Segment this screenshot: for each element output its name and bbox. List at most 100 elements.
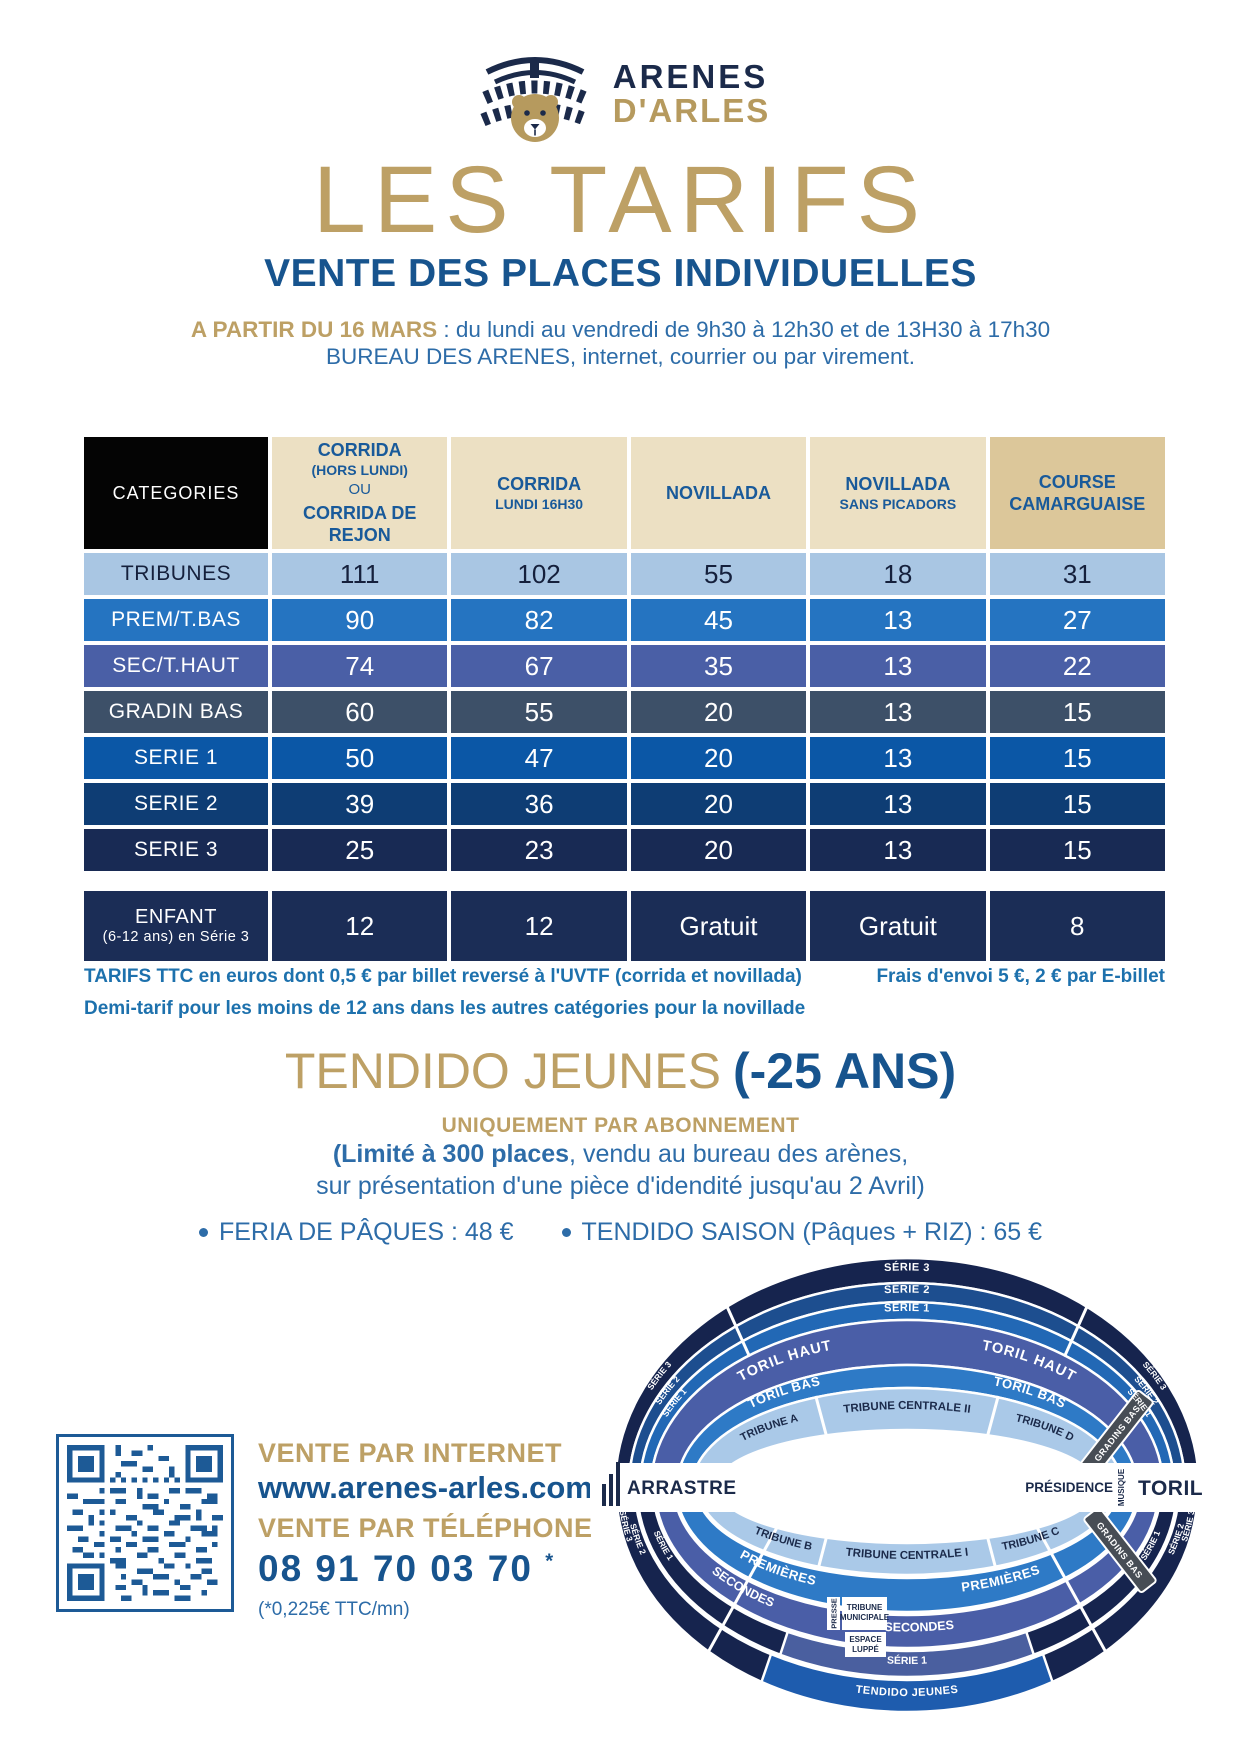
tendido-price-saison-label: TENDIDO SAISON (Pâques + RIZ) : 65 € xyxy=(581,1218,1043,1246)
price-cell: 8 xyxy=(989,891,1165,961)
logo-name-top: ARENES xyxy=(612,58,769,96)
phone-number: 08 91 70 03 70 * xyxy=(258,1548,555,1590)
price-cell: 36 xyxy=(451,783,627,825)
tendido-title: TENDIDO JEUNES (-25 ANS) xyxy=(0,1042,1241,1100)
map-central-band xyxy=(590,1463,1210,1512)
tendido-subtitle: UNIQUEMENT PAR ABONNEMENT xyxy=(441,1114,800,1137)
serie3-top-label: SÉRIE 3 xyxy=(884,1261,930,1275)
price-cell: 102 xyxy=(451,553,627,595)
col-header-line: NOVILLADA xyxy=(665,482,771,503)
notes-row: TARIFS TTC en euros dont 0,5 € par bille… xyxy=(84,966,1165,988)
tendido-price-paques-label: FERIA DE PÂQUES : 48 € xyxy=(218,1218,514,1246)
price-cell: 55 xyxy=(630,553,807,595)
price-cell: 90 xyxy=(272,599,448,641)
tendido-jeunes-label: TENDIDO JEUNES xyxy=(855,1684,959,1699)
price-table: CATEGORIES CORRIDA (HORS LUNDI) OU CORRI… xyxy=(84,437,1165,961)
price-cell: 13 xyxy=(810,783,986,825)
tendido-title-age: (-25 ANS) xyxy=(733,1043,957,1099)
phone-sales-label: VENTE PAR TÉLÉPHONE xyxy=(258,1513,593,1543)
tribune-municipale-label-1: TRIBUNE xyxy=(847,1603,883,1612)
presse-box: PRESSE xyxy=(827,1597,840,1630)
serie1-bottom-label: SÉRIE 1 xyxy=(887,1654,928,1667)
row-label-sec-t-haut: SEC/T.HAUT xyxy=(84,645,268,687)
tendido-conditions-line2: sur présentation d'une pièce d'idendité … xyxy=(316,1172,925,1200)
row-label-enfant-main: ENFANT xyxy=(135,906,217,929)
col-header-line: OU xyxy=(348,481,371,499)
map-tendido-jeunes-sector xyxy=(759,1652,1055,1714)
price-cell: 13 xyxy=(810,599,986,641)
map-serie1-bottom-sector xyxy=(778,1630,1036,1679)
price-cell: 50 xyxy=(272,737,448,779)
logo-name-bottom: D'ARLES xyxy=(612,92,771,129)
table-spacer xyxy=(84,875,1165,887)
schedule-hours: du lundi au vendredi de 9h30 à 12h30 et … xyxy=(455,317,1051,342)
price-cell: 25 xyxy=(272,829,448,871)
arena-map-svg: GRADINS BAS GRADINS BAS ARRASTRE PRÉSIDE… xyxy=(590,1256,1210,1714)
logo-wordmark: ARENES D'ARLES xyxy=(613,60,771,127)
col-header-line: CAMARGUAISE xyxy=(1009,494,1146,514)
row-label-serie-1: SERIE 1 xyxy=(84,737,268,779)
price-cell: Gratuit xyxy=(810,891,986,961)
price-cell: 18 xyxy=(810,553,986,595)
note-ttc: TARIFS TTC en euros dont 0,5 € par bille… xyxy=(84,966,802,987)
price-cell: 39 xyxy=(272,783,448,825)
phone-rate-note: (*0,225€ TTC/mn) xyxy=(258,1599,410,1620)
price-cell: 111 xyxy=(272,553,448,595)
price-cell: 47 xyxy=(451,737,627,779)
sales-schedule: A PARTIR DU 16 MARS : du lundi au vendre… xyxy=(0,316,1241,371)
bullet-icon xyxy=(561,1228,571,1237)
price-cell: 12 xyxy=(451,891,627,961)
arena-seating-map: GRADINS BAS GRADINS BAS ARRASTRE PRÉSIDE… xyxy=(590,1256,1210,1714)
website-link[interactable]: www.arenes-arles.com xyxy=(258,1470,593,1505)
price-cell: 31 xyxy=(989,553,1165,595)
price-cell: 20 xyxy=(630,829,807,871)
col-header-corrida-lundi: CORRIDA LUNDI 16H30 xyxy=(451,437,627,549)
espace-luppe-label-2: LUPPÉ xyxy=(852,1645,879,1654)
price-cell: 13 xyxy=(810,645,986,687)
tribune-municipale-box: TRIBUNE MUNICIPALE xyxy=(840,1597,890,1630)
col-header-novillada-sans-picadors: NOVILLADA SANS PICADORS xyxy=(810,437,986,549)
price-cell: Gratuit xyxy=(630,891,807,961)
secondes-right-label: SECONDES xyxy=(884,1618,954,1635)
phone-asterisk: * xyxy=(545,1550,556,1573)
tendido-line1-rest: , vendu au bureau des arènes, xyxy=(569,1140,909,1168)
price-cell: 13 xyxy=(810,829,986,871)
note-frais-envoi: Frais d'envoi 5 €, 2 € par E-billet xyxy=(876,966,1165,987)
tendido-prices: FERIA DE PÂQUES : 48 € TENDIDO SAISON (P… xyxy=(0,1218,1241,1247)
col-header-line: NOVILLADA xyxy=(845,474,951,494)
phone-number-digits: 08 91 70 03 70 xyxy=(258,1548,533,1589)
tribune-municipale-label-2: MUNICIPALE xyxy=(840,1613,890,1622)
price-cell: 67 xyxy=(451,645,627,687)
row-label-gradin-bas: GRADIN BAS xyxy=(84,691,268,733)
tendido-price-paques: FERIA DE PÂQUES : 48 € xyxy=(198,1218,514,1247)
internet-sales-label: VENTE PAR INTERNET xyxy=(258,1438,563,1468)
col-header-line: CORRIDA xyxy=(317,440,402,461)
row-label-enfant-sub: (6-12 ans) en Série 3 xyxy=(102,929,250,946)
col-header-line: (HORS LUNDI) xyxy=(311,461,408,478)
arrastre-label: ARRASTRE xyxy=(627,1478,737,1499)
price-cell: 20 xyxy=(630,737,807,779)
col-header-line: LUNDI 16H30 xyxy=(495,495,584,512)
price-cell: 55 xyxy=(451,691,627,733)
price-cell: 12 xyxy=(272,891,448,961)
tribune-centrale-1-label: TRIBUNE CENTRALE I xyxy=(845,1547,969,1562)
table-corner-header: CATEGORIES xyxy=(84,437,268,549)
musique-label: MUSIQUE xyxy=(1117,1468,1126,1506)
col-header-corrida: CORRIDA (HORS LUNDI) OU CORRIDA DE REJON xyxy=(272,437,448,549)
serie1-top-label: SÉRIE 1 xyxy=(884,1301,930,1315)
tendido-title-gold: TENDIDO JEUNES xyxy=(284,1043,721,1099)
price-cell: 22 xyxy=(989,645,1165,687)
page-subtitle: VENTE DES PLACES INDIVIDUELLES xyxy=(264,252,977,295)
row-label-tribunes: TRIBUNES xyxy=(84,553,268,595)
price-cell: 15 xyxy=(989,737,1165,779)
price-cell: 23 xyxy=(451,829,627,871)
col-header-line: CORRIDA xyxy=(497,474,582,494)
qr-code-pattern xyxy=(67,1445,223,1601)
tribune-centrale-2-label: TRIBUNE CENTRALE II xyxy=(843,1400,971,1416)
presse-label: PRESSE xyxy=(830,1598,839,1628)
tendido-limit: (Limité à 300 places xyxy=(332,1140,570,1168)
price-cell: 82 xyxy=(451,599,627,641)
price-cell: 74 xyxy=(272,645,448,687)
price-cell: 13 xyxy=(810,691,986,733)
